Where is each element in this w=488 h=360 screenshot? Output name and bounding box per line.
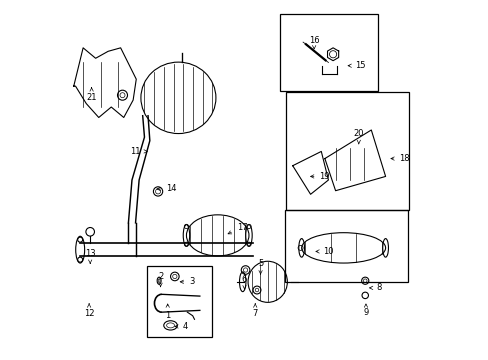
Text: 2: 2 <box>158 272 163 287</box>
Text: 1: 1 <box>165 304 170 320</box>
Text: 4: 4 <box>175 322 187 331</box>
Text: 9: 9 <box>363 304 368 317</box>
Text: 16: 16 <box>308 36 319 49</box>
Text: 6: 6 <box>242 275 246 289</box>
Text: 20: 20 <box>353 129 364 144</box>
Text: 17: 17 <box>227 222 247 234</box>
Text: 19: 19 <box>310 172 329 181</box>
Text: 10: 10 <box>315 247 333 256</box>
Text: 3: 3 <box>180 277 194 286</box>
Bar <box>280 14 378 91</box>
Bar <box>285 93 408 210</box>
Text: 21: 21 <box>86 87 97 102</box>
Text: 8: 8 <box>369 283 381 292</box>
Text: 18: 18 <box>390 154 408 163</box>
Bar <box>284 210 407 282</box>
Text: 13: 13 <box>85 249 95 264</box>
Text: 5: 5 <box>258 260 263 274</box>
Text: 14: 14 <box>157 184 176 193</box>
Text: 7: 7 <box>252 304 257 319</box>
Text: 12: 12 <box>83 304 94 319</box>
Text: 15: 15 <box>347 61 365 70</box>
Text: 11: 11 <box>130 147 147 156</box>
Bar <box>146 266 212 337</box>
